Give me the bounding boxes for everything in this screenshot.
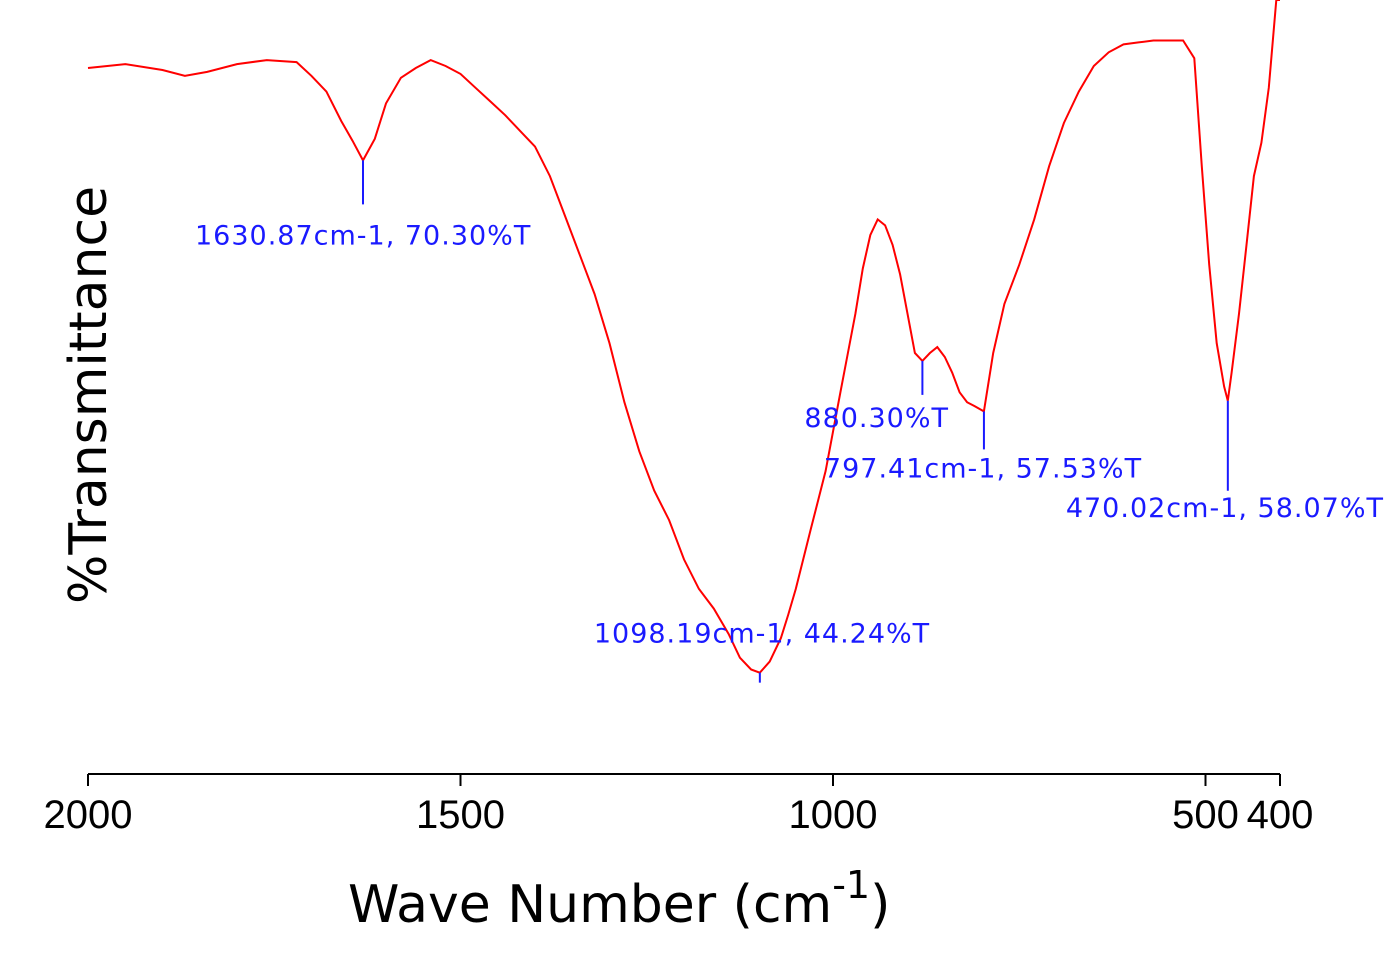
x-tick-label: 1000 <box>789 793 878 837</box>
x-tick-label: 1500 <box>416 793 505 837</box>
x-axis-title-main: Wave Number (cm <box>348 875 832 935</box>
spectrum-series-line <box>87 0 1280 674</box>
x-tick-label: 400 <box>1247 793 1314 837</box>
peak-annotation: 1098.19cm-1, 44.24%T <box>594 619 930 683</box>
peak-label: 797.41cm-1, 57.53%T <box>824 453 1142 484</box>
peak-annotation: 880.30%T <box>804 360 949 434</box>
peak-label: 470.02cm-1, 58.07%T <box>1066 493 1384 524</box>
x-tick-label: 2000 <box>44 793 133 837</box>
x-axis-title-superscript: -1 <box>832 863 870 907</box>
peak-annotation: 470.02cm-1, 58.07%T <box>1066 400 1384 524</box>
peak-label: 880.30%T <box>804 403 949 434</box>
peak-annotations: 1630.87cm-1, 70.30%T 1098.19cm-1, 44.24%T… <box>195 160 1384 683</box>
peak-annotation: 1630.87cm-1, 70.30%T <box>195 160 531 251</box>
y-axis-title: %Transmittance <box>59 186 119 604</box>
x-axis-ticks: 2000 1500 1000 500 400 <box>44 774 1314 837</box>
x-axis-title-close: ) <box>870 875 890 935</box>
peak-label: 1098.19cm-1, 44.24%T <box>594 619 930 650</box>
x-axis-title: Wave Number (cm-1) <box>348 863 890 935</box>
x-tick-label: 500 <box>1172 793 1239 837</box>
peak-label: 1630.87cm-1, 70.30%T <box>195 220 531 251</box>
peak-annotation: 797.41cm-1, 57.53%T <box>824 411 1142 484</box>
